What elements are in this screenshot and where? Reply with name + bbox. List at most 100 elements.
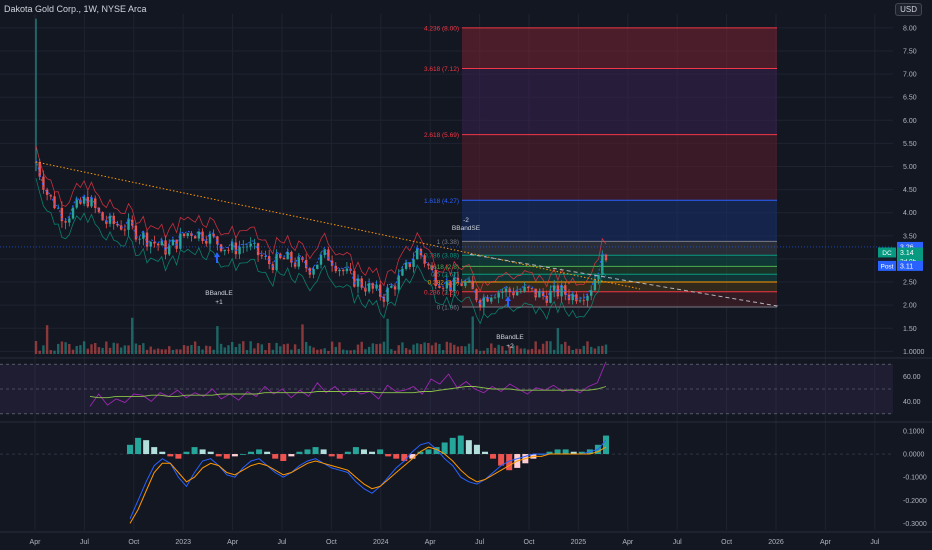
volume-bar	[131, 317, 134, 354]
y-tick-label: 7.50	[903, 48, 917, 55]
volume-bar	[242, 341, 245, 354]
macd-histogram-bar	[272, 454, 279, 459]
annotation-sub: +2	[506, 343, 514, 350]
candle-body	[416, 248, 419, 260]
macd-series-line	[129, 446, 607, 524]
fib-zone	[462, 68, 777, 135]
volume-bar	[90, 344, 93, 354]
price-badge-value: 3.14	[900, 250, 914, 257]
candle-body	[149, 241, 152, 247]
volume-bar	[227, 345, 230, 354]
volume-bar	[482, 350, 486, 354]
macd-histogram-bar	[344, 451, 351, 455]
volume-bar	[456, 346, 460, 354]
volume-bar	[256, 343, 260, 354]
candle-body	[327, 249, 330, 261]
x-tick-label: Apr	[227, 539, 239, 546]
candle-body	[401, 268, 404, 276]
volume-bar	[567, 345, 571, 354]
fib-zone	[462, 27, 777, 69]
volume-bar	[504, 350, 508, 354]
candle-body	[57, 207, 60, 209]
fib-zone	[462, 255, 777, 267]
volume-bar	[168, 346, 171, 354]
macd-histogram-bar	[143, 440, 150, 455]
candle-body	[86, 197, 90, 207]
macd-series-line	[129, 439, 607, 520]
candle-body	[438, 285, 441, 288]
volume-bar	[175, 349, 178, 354]
candle-body	[53, 196, 56, 209]
candle-body	[493, 297, 497, 299]
macd-histogram-bar	[159, 451, 166, 455]
volume-bar	[86, 348, 90, 354]
annotation-sub: -2	[463, 217, 469, 224]
price-badge-value: 3.11	[900, 263, 913, 270]
macd-histogram-bar	[135, 437, 142, 455]
candle-body	[530, 288, 534, 289]
candle-body	[512, 291, 515, 296]
volume-bar	[534, 341, 537, 354]
macd-histogram-bar	[320, 449, 327, 455]
volume-bar	[349, 350, 352, 354]
volume-bar	[541, 343, 545, 354]
candle-body	[286, 251, 289, 260]
candle-body	[123, 229, 127, 231]
x-tick-label: Jul	[673, 539, 682, 546]
candle-body	[330, 260, 334, 266]
y-tick-label: 5.50	[903, 141, 917, 148]
macd-histogram-bar	[546, 451, 553, 455]
volume-bar	[53, 350, 56, 354]
annotation-label: BBandLE	[205, 290, 233, 297]
volume-bar	[105, 341, 108, 354]
macd-histogram-bar	[336, 454, 343, 459]
volume-bar	[364, 349, 367, 354]
rsi-series-line	[89, 386, 607, 399]
candle-body	[216, 236, 219, 245]
y-tick-label: 5.00	[903, 164, 917, 171]
x-tick-label: Oct	[721, 539, 732, 546]
volume-bar	[575, 348, 578, 354]
candle-body	[386, 287, 389, 302]
macd-histogram-bar	[457, 435, 464, 455]
volume-bar	[245, 350, 249, 354]
volume-bar	[304, 341, 308, 354]
candle-body	[186, 233, 189, 237]
macd-histogram-bar	[288, 454, 295, 457]
macd-histogram-bar	[498, 454, 505, 466]
fib-zone	[462, 291, 777, 308]
volume-bar	[312, 347, 315, 354]
volume-bar	[582, 345, 585, 354]
macd-histogram-bar	[562, 449, 569, 455]
macd-histogram-bar	[231, 454, 238, 457]
macd-histogram-bar	[449, 437, 456, 455]
currency-button[interactable]: USD	[895, 3, 922, 16]
x-tick-label: Apr	[30, 539, 42, 546]
macd-histogram-bar	[490, 454, 497, 459]
macd-histogram-bar	[481, 451, 488, 455]
volume-bar	[171, 349, 175, 354]
macd-histogram-bar	[360, 449, 367, 455]
macd-histogram-bar	[409, 454, 416, 459]
volume-bar	[71, 349, 75, 354]
volume-bar	[460, 346, 463, 354]
volume-bar	[549, 341, 552, 354]
volume-bar	[264, 350, 267, 354]
y-tick-label: 1.0000	[903, 349, 925, 356]
volume-bar	[490, 343, 493, 354]
candle-body	[304, 259, 308, 269]
candle-body	[453, 277, 456, 292]
volume-bar	[149, 346, 152, 354]
volume-bar	[397, 345, 400, 354]
volume-bar	[445, 341, 449, 354]
volume-bar	[342, 349, 345, 354]
fib-level-label: 0.5 (2.67)	[431, 272, 459, 279]
macd-histogram-bar	[385, 454, 392, 457]
x-tick-label: 2024	[373, 539, 389, 546]
volume-bar	[338, 342, 341, 354]
arrow-up-icon	[505, 296, 511, 307]
macd-histogram-bar	[312, 447, 319, 455]
volume-bar	[449, 342, 452, 354]
candle-body	[153, 241, 156, 244]
